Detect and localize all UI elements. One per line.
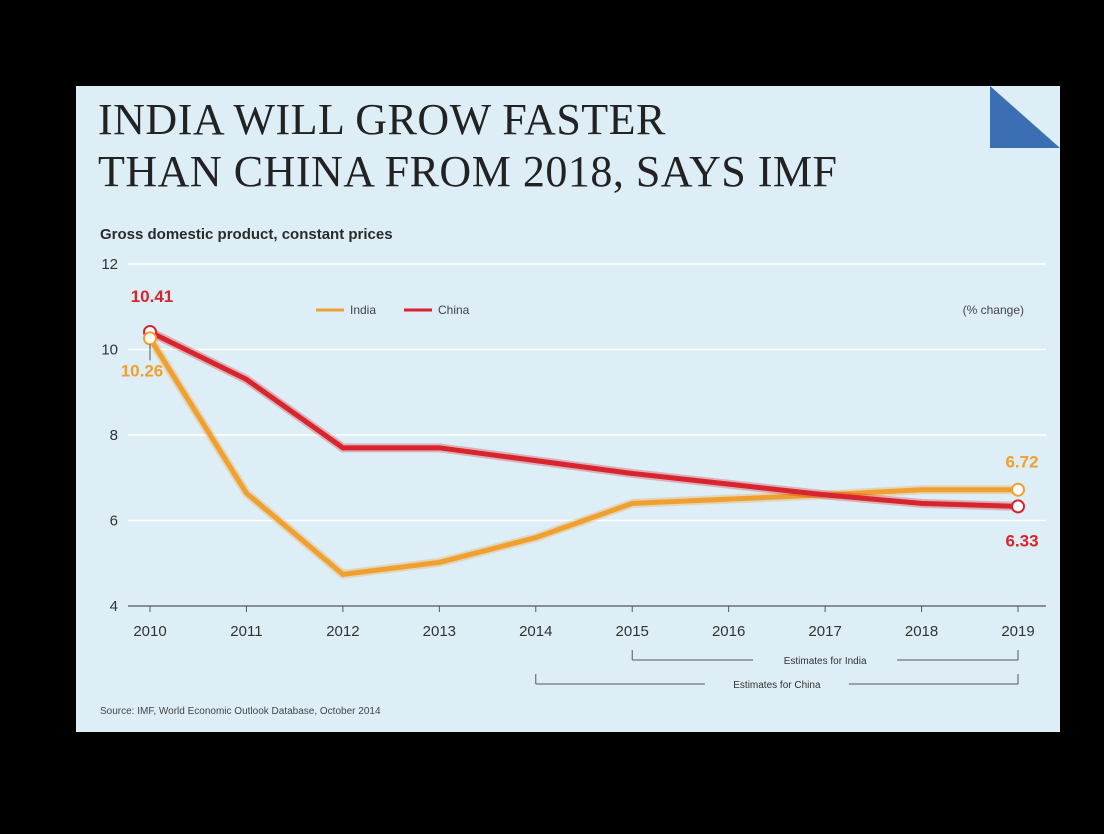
legend: India China <box>316 303 470 317</box>
x-tick-labels: 2010 2011 2012 2013 2014 2015 2016 2017 2018 2019 <box>133 623 1034 640</box>
x-tick-label: 2015 <box>616 623 649 640</box>
data-label: 6.33 <box>1005 531 1038 550</box>
india-point <box>919 487 925 493</box>
x-tick-label: 2013 <box>423 623 456 640</box>
china-point <box>436 445 442 451</box>
axes <box>128 605 1046 612</box>
y-tick-label: 6 <box>110 513 118 530</box>
unit-label: (% change) <box>963 303 1024 317</box>
china-point <box>340 445 346 451</box>
china-line-glow <box>145 327 1023 511</box>
india-line-glow <box>145 333 1023 579</box>
y-tick-label: 12 <box>101 256 118 273</box>
end-markers <box>143 324 1025 514</box>
india-end-marker <box>143 331 157 346</box>
x-tick-label: 2018 <box>905 623 938 640</box>
x-tick-label: 2017 <box>808 623 841 640</box>
data-label: 10.41 <box>131 287 174 306</box>
title-line-1: INDIA WILL GROW FASTER <box>98 95 666 144</box>
corner-fold-icon <box>990 86 1060 148</box>
china-point <box>919 500 925 506</box>
x-tick-label: 2012 <box>326 623 359 640</box>
source-note: Source: IMF, World Economic Outlook Data… <box>100 706 381 717</box>
chart-title: INDIA WILL GROW FASTER THAN CHINA FROM 2… <box>98 94 838 198</box>
india-point <box>436 559 442 565</box>
chart-card: INDIA WILL GROW FASTER THAN CHINA FROM 2… <box>76 86 1060 732</box>
estimate-label: Estimates for India <box>784 656 867 667</box>
y-tick-label: 8 <box>110 427 118 444</box>
data-labels: 10.41 10.26 6.72 6.33 <box>121 287 1039 550</box>
legend-china-label: China <box>438 303 470 317</box>
x-tick-label: 2011 <box>230 623 262 640</box>
y-tick-label: 10 <box>101 342 118 359</box>
y-tick-labels: 4 6 8 10 12 <box>101 256 118 615</box>
series-lines <box>145 327 1023 579</box>
china-line <box>147 329 1021 509</box>
data-label: 6.72 <box>1005 453 1038 472</box>
x-tick-label: 2010 <box>133 623 166 640</box>
china-point <box>726 481 732 487</box>
x-tick-label: 2016 <box>712 623 745 640</box>
x-tick-label: 2019 <box>1001 623 1034 640</box>
y-tick-label: 4 <box>110 598 118 615</box>
china-point <box>243 376 249 382</box>
china-point <box>629 470 635 476</box>
china-point <box>822 492 828 498</box>
china-point <box>533 458 539 464</box>
title-line-2: THAN CHINA FROM 2018, SAYS IMF <box>98 147 838 196</box>
estimate-annotations: Estimates for India Estimates for China <box>535 650 1019 691</box>
india-end-marker <box>1011 482 1025 497</box>
data-label: 10.26 <box>121 361 164 380</box>
chart-subtitle: Gross domestic product, constant prices <box>100 226 393 243</box>
india-point <box>533 535 539 541</box>
china-end-marker <box>1011 499 1025 514</box>
line-chart: 4 6 8 10 12 2010 2011 2012 2013 2014 2015 2016 2017… <box>101 256 1046 691</box>
india-line <box>147 335 1021 577</box>
legend-india-label: India <box>350 303 376 317</box>
estimate-label: Estimates for China <box>733 680 821 691</box>
x-tick-label: 2014 <box>519 623 552 640</box>
india-point <box>726 496 732 502</box>
india-point <box>340 571 346 577</box>
india-point <box>243 490 249 496</box>
india-point <box>629 500 635 506</box>
